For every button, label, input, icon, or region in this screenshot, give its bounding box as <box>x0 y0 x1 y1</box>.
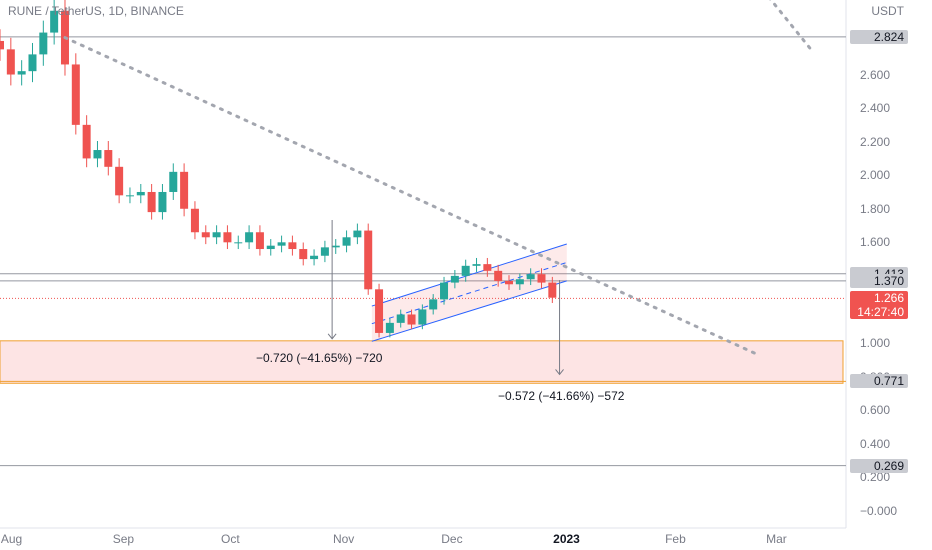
candle-body <box>255 232 264 250</box>
candle-body <box>396 314 405 323</box>
level-badge[interactable]: 1.370 <box>850 273 908 288</box>
target-zone <box>0 340 844 384</box>
bar-countdown: 14:27:40 <box>857 305 904 320</box>
candle-body <box>104 150 113 167</box>
candle-body <box>93 150 102 159</box>
price-tick: 2.000 <box>860 168 891 183</box>
candle-body <box>320 247 329 256</box>
candle-body <box>375 289 384 333</box>
last-price-value: 1.266 <box>873 291 904 306</box>
time-tick: Oct <box>221 532 240 546</box>
price-tick: 1.800 <box>860 201 891 216</box>
candle-body <box>6 49 15 75</box>
price-tick: 2.400 <box>860 101 891 116</box>
candle-body <box>71 64 80 125</box>
candle-body <box>212 232 221 238</box>
candle-body <box>39 32 48 55</box>
symbol-title[interactable]: RUNE / TetherUS, 1D, BINANCE <box>8 4 184 18</box>
candle-body <box>418 309 427 325</box>
price-tick: 0.600 <box>860 403 891 418</box>
level-badge[interactable]: 0.269 <box>850 458 908 473</box>
time-tick: Sep <box>112 532 135 546</box>
price-tick: 1.000 <box>860 336 891 350</box>
channel-lower <box>371 280 567 342</box>
candle-body <box>17 71 26 75</box>
candle-body <box>158 191 167 213</box>
level-badge[interactable]: 0.771 <box>850 374 908 389</box>
price-tick: 2.600 <box>860 67 891 82</box>
candle-body <box>461 265 470 276</box>
trendline-down <box>63 36 760 357</box>
candle-body <box>234 242 243 244</box>
candle-body <box>266 245 275 250</box>
price-tick: 2.200 <box>860 134 891 149</box>
candle-body <box>125 195 134 197</box>
time-tick: Aug <box>0 532 23 546</box>
candle-body <box>494 270 503 281</box>
candle-body <box>515 279 524 285</box>
candle-body <box>115 166 124 196</box>
candle-body <box>505 280 514 285</box>
candle-body <box>147 191 156 213</box>
candle-body <box>429 299 438 310</box>
trendline-upper <box>769 0 814 53</box>
price-tick: 0.200 <box>860 470 891 485</box>
candle-body <box>82 124 91 159</box>
candle-body <box>483 264 492 271</box>
measurement-label: −0.720 (−41.65%) −720 <box>256 350 383 365</box>
candle-body <box>385 322 394 333</box>
price-tick: −0.000 <box>860 503 898 518</box>
channel-mid <box>371 261 567 325</box>
last-price-badge: 1.266 14:27:40 <box>850 291 908 320</box>
candle-body <box>364 230 373 290</box>
candle-body <box>201 232 210 238</box>
time-tick: 2023 <box>553 532 580 546</box>
price-tick: 0.400 <box>860 436 891 451</box>
candle-body <box>245 232 254 243</box>
candle-body <box>537 274 546 283</box>
candle-body <box>299 249 308 260</box>
price-tick: 1.600 <box>860 235 891 250</box>
candle-body <box>277 242 286 246</box>
time-tick: Feb <box>665 532 686 546</box>
price-scale[interactable]: USDT <box>846 0 932 528</box>
candle-body <box>310 255 319 260</box>
measure-arrow <box>555 369 564 376</box>
level-badge[interactable]: 2.824 <box>850 29 908 44</box>
candle-body <box>136 191 145 196</box>
candle-body <box>180 171 189 209</box>
measurement-label: −0.572 (−41.66%) −572 <box>498 389 625 404</box>
candle-body <box>331 245 340 248</box>
candle-body <box>526 274 535 280</box>
candle-body <box>28 54 37 72</box>
time-tick: Dec <box>441 532 463 546</box>
candle-body <box>450 275 459 283</box>
candle-body <box>548 282 557 298</box>
measure-arrow <box>327 333 337 340</box>
candle-body <box>223 232 232 243</box>
candle-body <box>353 230 362 238</box>
time-tick: Nov <box>332 532 355 546</box>
candle-body <box>50 10 59 33</box>
time-tick: Mar <box>766 532 787 546</box>
candle-body <box>472 264 481 266</box>
candle-body <box>0 40 4 50</box>
currency-label: USDT <box>871 4 904 18</box>
candle-body <box>169 171 178 192</box>
candle-body <box>190 208 199 233</box>
candle-body <box>288 242 297 250</box>
candle-body <box>342 237 351 246</box>
candle-body <box>407 314 416 325</box>
candle-body <box>440 282 449 300</box>
